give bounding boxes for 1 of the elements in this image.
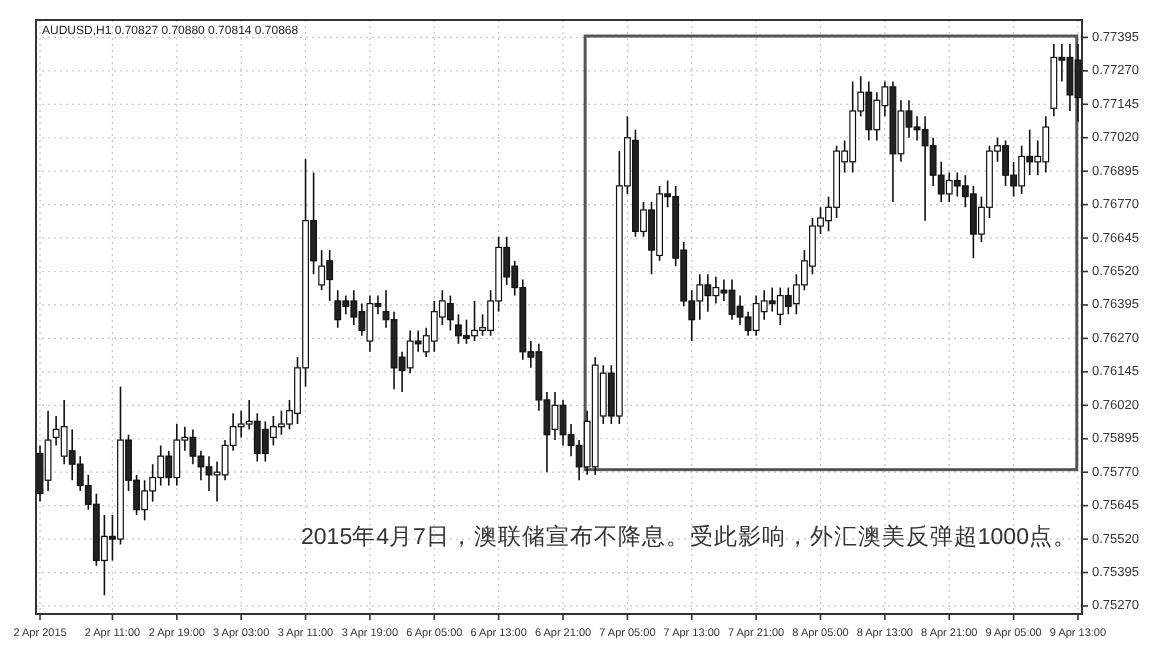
annotation: 2015年4月7日，澳联储宣布不降息。受此影响，外汇澳美反弹超1000点。 [301,522,1077,550]
